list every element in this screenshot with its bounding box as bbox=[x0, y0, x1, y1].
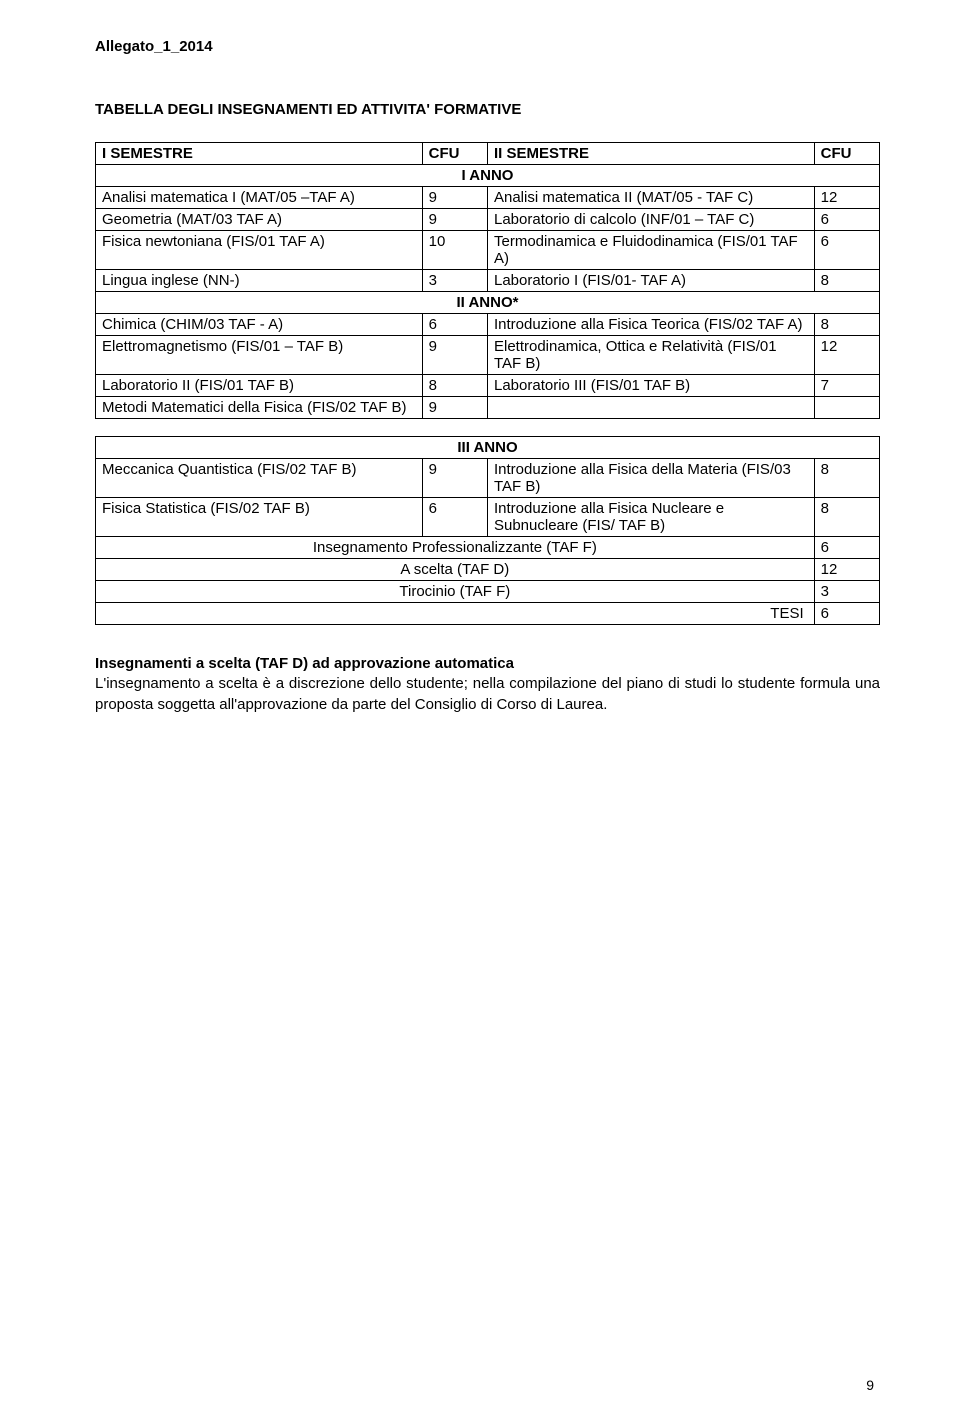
year-label: III ANNO bbox=[96, 437, 880, 459]
cell: 12 bbox=[814, 336, 879, 375]
cell: Elettromagnetismo (FIS/01 – TAF B) bbox=[96, 336, 423, 375]
year-label: II ANNO* bbox=[96, 292, 880, 314]
header-label: Allegato_1_2014 bbox=[95, 38, 880, 55]
table-row: Elettromagnetismo (FIS/01 – TAF B) 9 Ele… bbox=[96, 336, 880, 375]
table-row: Insegnamento Professionalizzante (TAF F)… bbox=[96, 537, 880, 559]
col-header: CFU bbox=[422, 143, 487, 165]
table-row: Lingua inglese (NN-) 3 Laboratorio I (FI… bbox=[96, 270, 880, 292]
year-label: I ANNO bbox=[96, 165, 880, 187]
cell: Elettrodinamica, Ottica e Relatività (FI… bbox=[487, 336, 814, 375]
cell bbox=[814, 397, 879, 419]
cell: Introduzione alla Fisica Nucleare e Subn… bbox=[487, 498, 814, 537]
spacer bbox=[96, 419, 880, 437]
cell: 9 bbox=[422, 336, 487, 375]
cell: Metodi Matematici della Fisica (FIS/02 T… bbox=[96, 397, 423, 419]
cell: Chimica (CHIM/03 TAF - A) bbox=[96, 314, 423, 336]
cell: 6 bbox=[422, 314, 487, 336]
cell: Analisi matematica II (MAT/05 - TAF C) bbox=[487, 187, 814, 209]
cell: Laboratorio II (FIS/01 TAF B) bbox=[96, 375, 423, 397]
cell: Introduzione alla Fisica Teorica (FIS/02… bbox=[487, 314, 814, 336]
cell: Meccanica Quantistica (FIS/02 TAF B) bbox=[96, 459, 423, 498]
cell: 9 bbox=[422, 209, 487, 231]
cell: 6 bbox=[814, 231, 879, 270]
body-text: L'insegnamento a scelta è a discrezione … bbox=[95, 674, 880, 715]
cell: Termodinamica e Fluidodinamica (FIS/01 T… bbox=[487, 231, 814, 270]
cell bbox=[487, 397, 814, 419]
cell: 6 bbox=[814, 603, 879, 625]
cell: 9 bbox=[422, 459, 487, 498]
cell: TESI bbox=[96, 603, 815, 625]
cell: 3 bbox=[422, 270, 487, 292]
col-header: I SEMESTRE bbox=[96, 143, 423, 165]
blank-row bbox=[96, 419, 880, 437]
doc-title: TABELLA DEGLI INSEGNAMENTI ED ATTIVITA' … bbox=[95, 101, 880, 118]
cell: Laboratorio III (FIS/01 TAF B) bbox=[487, 375, 814, 397]
cell: A scelta (TAF D) bbox=[96, 559, 815, 581]
cell: 9 bbox=[422, 187, 487, 209]
table-row: Chimica (CHIM/03 TAF - A) 6 Introduzione… bbox=[96, 314, 880, 336]
table-row: Fisica newtoniana (FIS/01 TAF A) 10 Term… bbox=[96, 231, 880, 270]
section-heading: Insegnamenti a scelta (TAF D) ad approva… bbox=[95, 655, 880, 672]
cell: 7 bbox=[814, 375, 879, 397]
cell: 9 bbox=[422, 397, 487, 419]
table-row: Fisica Statistica (FIS/02 TAF B) 6 Intro… bbox=[96, 498, 880, 537]
year-row: I ANNO bbox=[96, 165, 880, 187]
cell: 3 bbox=[814, 581, 879, 603]
table-row: Laboratorio II (FIS/01 TAF B) 8 Laborato… bbox=[96, 375, 880, 397]
cell: 6 bbox=[814, 537, 879, 559]
curriculum-table: I SEMESTRE CFU II SEMESTRE CFU I ANNO An… bbox=[95, 142, 880, 625]
cell: 6 bbox=[422, 498, 487, 537]
table-header-row: I SEMESTRE CFU II SEMESTRE CFU bbox=[96, 143, 880, 165]
page-number: 9 bbox=[866, 1377, 874, 1393]
year-row: II ANNO* bbox=[96, 292, 880, 314]
table-row: Analisi matematica I (MAT/05 –TAF A) 9 A… bbox=[96, 187, 880, 209]
cell: Insegnamento Professionalizzante (TAF F) bbox=[96, 537, 815, 559]
table-row: TESI 6 bbox=[96, 603, 880, 625]
cell: Laboratorio di calcolo (INF/01 – TAF C) bbox=[487, 209, 814, 231]
cell: Fisica newtoniana (FIS/01 TAF A) bbox=[96, 231, 423, 270]
cell: 8 bbox=[422, 375, 487, 397]
cell: Lingua inglese (NN-) bbox=[96, 270, 423, 292]
table-row: Metodi Matematici della Fisica (FIS/02 T… bbox=[96, 397, 880, 419]
cell: 8 bbox=[814, 314, 879, 336]
table-row: A scelta (TAF D) 12 bbox=[96, 559, 880, 581]
cell: 6 bbox=[814, 209, 879, 231]
table-row: Meccanica Quantistica (FIS/02 TAF B) 9 I… bbox=[96, 459, 880, 498]
cell: 8 bbox=[814, 459, 879, 498]
table-row: Tirocinio (TAF F) 3 bbox=[96, 581, 880, 603]
cell: 8 bbox=[814, 498, 879, 537]
table-row: Geometria (MAT/03 TAF A) 9 Laboratorio d… bbox=[96, 209, 880, 231]
cell: 8 bbox=[814, 270, 879, 292]
year-row: III ANNO bbox=[96, 437, 880, 459]
col-header: II SEMESTRE bbox=[487, 143, 814, 165]
cell: 12 bbox=[814, 559, 879, 581]
cell: Laboratorio I (FIS/01- TAF A) bbox=[487, 270, 814, 292]
cell: Analisi matematica I (MAT/05 –TAF A) bbox=[96, 187, 423, 209]
col-header: CFU bbox=[814, 143, 879, 165]
cell: 10 bbox=[422, 231, 487, 270]
cell: Introduzione alla Fisica della Materia (… bbox=[487, 459, 814, 498]
cell: Tirocinio (TAF F) bbox=[96, 581, 815, 603]
cell: 12 bbox=[814, 187, 879, 209]
cell: Fisica Statistica (FIS/02 TAF B) bbox=[96, 498, 423, 537]
cell: Geometria (MAT/03 TAF A) bbox=[96, 209, 423, 231]
